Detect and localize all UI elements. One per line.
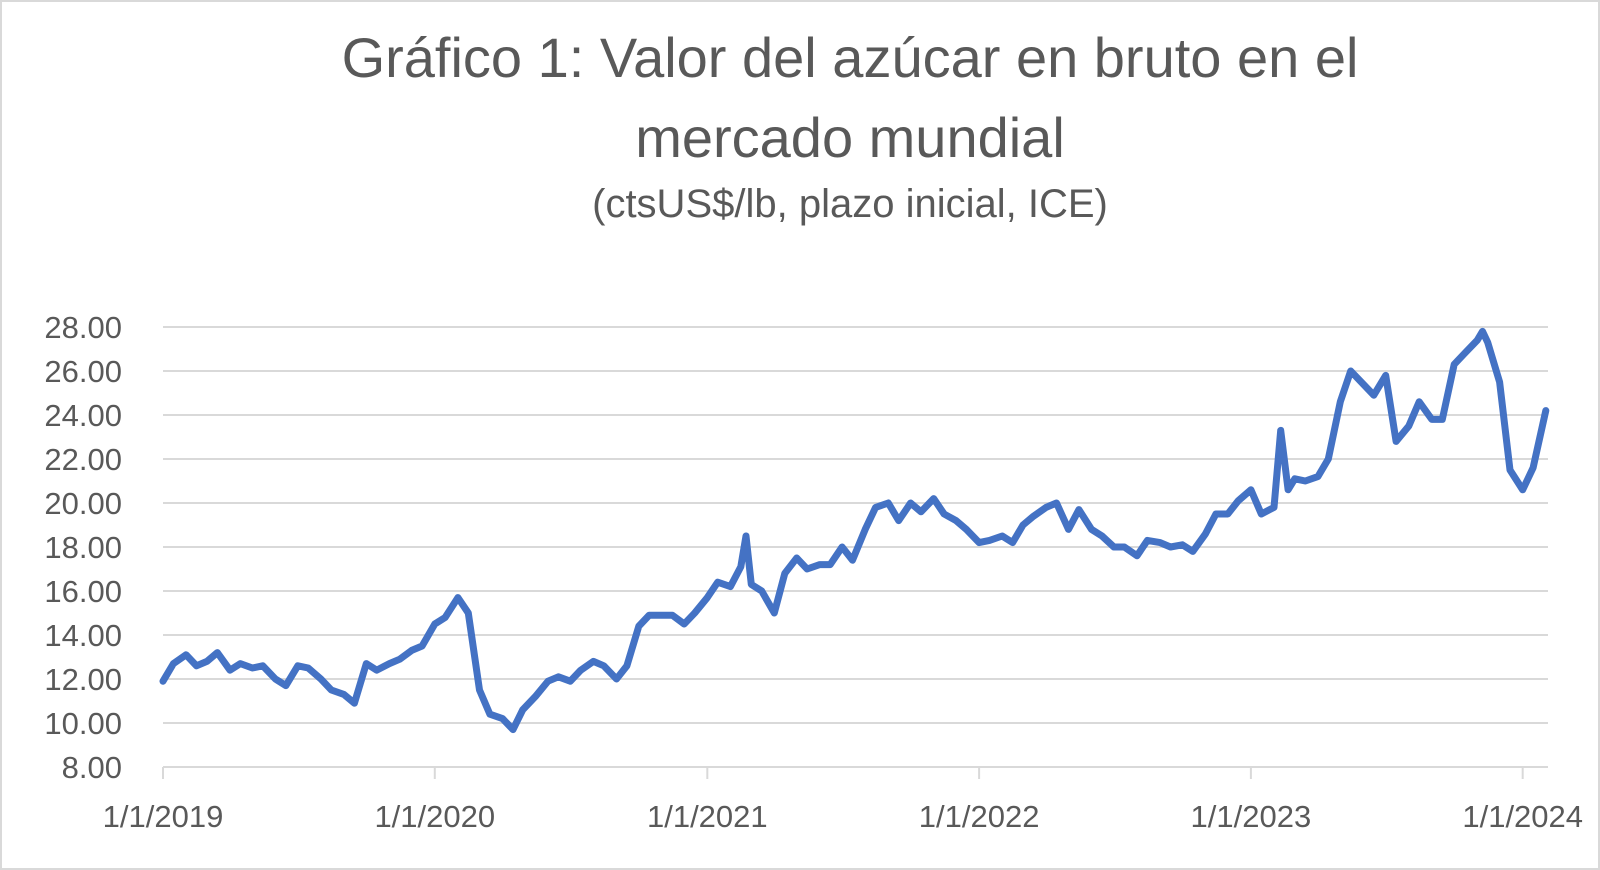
chart-subtitle: (ctsUS$/lb, plazo inicial, ICE): [592, 182, 1108, 226]
y-tick-label: 12.00: [44, 662, 122, 697]
series-line: [159, 327, 1550, 734]
y-tick-label: 24.00: [44, 398, 122, 433]
y-tick-label: 8.00: [62, 750, 122, 785]
y-tick-label: 10.00: [44, 706, 122, 741]
y-tick-label: 20.00: [44, 486, 122, 521]
y-tick-label: 18.00: [44, 530, 122, 565]
x-axis-tick-labels: 1/1/2019 1/1/2020 1/1/2021 1/1/2022 1/1/2023…: [103, 799, 1583, 834]
y-tick-label: 28.00: [44, 310, 122, 345]
x-tick-label: 1/1/2022: [919, 799, 1040, 834]
y-tick-label: 22.00: [44, 442, 122, 477]
series-layer: [159, 327, 1550, 734]
chart-title-line-2: mercado mundial: [635, 106, 1065, 169]
y-tick-label: 26.00: [44, 354, 122, 389]
x-tick-label: 1/1/2021: [647, 799, 768, 834]
gridlines: [163, 326, 1548, 724]
y-axis-tick-labels: 8.00 10.00 12.00 14.00 16.00 18.00 20.00 22.00 2…: [44, 310, 122, 785]
chart-title-line-1: Gráfico 1: Valor del azúcar en bruto en …: [341, 26, 1359, 89]
x-tick-label: 1/1/2020: [374, 799, 495, 834]
x-tick-label: 1/1/2023: [1191, 799, 1312, 834]
x-tick-label: 1/1/2024: [1462, 799, 1583, 834]
x-axis: [162, 766, 1548, 779]
y-tick-label: 16.00: [44, 574, 122, 609]
x-tick-label: 1/1/2019: [103, 799, 224, 834]
y-tick-label: 14.00: [44, 618, 122, 653]
